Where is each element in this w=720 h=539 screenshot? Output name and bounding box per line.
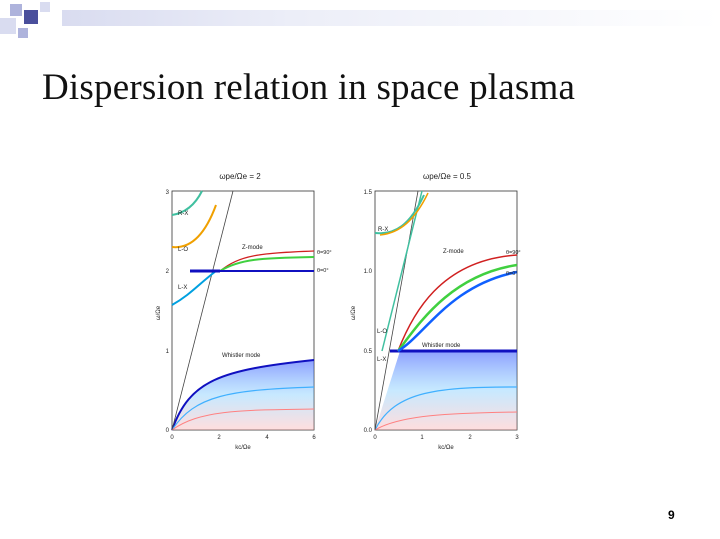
left-lx-curves [171, 270, 217, 306]
left-panel: ωpe/Ωe = 2 0 2 4 6 0 1 2 3 kc/Ωe [156, 172, 332, 451]
left-ylabel: ω/Ωe [156, 305, 162, 320]
right-ytick: 1.5 [364, 190, 373, 196]
left-xtick: 2 [217, 435, 221, 441]
left-whistler-curve-3 [171, 408, 315, 431]
right-xtick: 2 [468, 435, 472, 441]
left-angle-label: θ=0° [317, 268, 329, 274]
left-xticks: 0 2 4 6 [170, 435, 316, 441]
left-mode-label: Whistler mode [222, 353, 261, 359]
left-ytick: 3 [166, 190, 170, 196]
right-ytick: 0.0 [364, 428, 373, 434]
right-mode-label: L-X [377, 357, 386, 363]
left-xtick: 0 [170, 435, 174, 441]
left-whistler-fill [172, 360, 314, 430]
right-angle-label: θ=0° [506, 271, 518, 277]
left-yticks: 0 1 2 3 [166, 190, 170, 434]
left-light-line [171, 190, 234, 431]
left-whistler-curve [171, 359, 315, 431]
left-rx-curves [171, 190, 203, 216]
right-yticks: 0.0 0.5 1.0 1.5 [364, 190, 373, 434]
left-mode-label: L-O [178, 247, 188, 253]
right-angle-label: θ=90° [506, 250, 521, 256]
right-xticks: 0 1 2 3 [373, 435, 519, 441]
right-lo-line [381, 190, 423, 352]
right-mode-label: Z-mode [443, 249, 464, 255]
right-mode-label: R-X [378, 227, 388, 233]
right-xtick: 0 [373, 435, 377, 441]
left-angle-label: θ=90° [317, 250, 332, 256]
right-whistler-curve-3 [374, 411, 518, 431]
left-ytick: 2 [166, 269, 170, 275]
right-xlabel: kc/Ωe [438, 445, 454, 451]
right-ytick: 0.5 [364, 349, 373, 355]
right-rx-curve [374, 194, 425, 235]
right-mode-label: L-O [377, 329, 387, 335]
header-band [62, 10, 720, 26]
left-ytick: 0 [166, 428, 170, 434]
left-lo-curves [171, 204, 217, 249]
right-panel-title: ωpe/Ωe = 0.5 [423, 172, 472, 181]
right-light-line [374, 190, 419, 431]
left-xlabel: kc/Ωe [235, 445, 251, 451]
right-ylabel: ω/Ωe [351, 305, 357, 320]
slide-title: Dispersion relation in space plasma [42, 67, 576, 108]
right-xtick: 1 [420, 435, 424, 441]
left-mode-label: Z-mode [242, 245, 263, 251]
left-whistler-curve-2 [171, 386, 315, 431]
dispersion-figure: ωpe/Ωe = 2 0 2 4 6 0 1 2 3 kc/Ωe [156, 172, 521, 451]
right-whistler-fill [375, 351, 517, 430]
left-xtick: 4 [265, 435, 269, 441]
right-whistler-curve-2 [374, 386, 518, 431]
right-panel: ωpe/Ωe = 0.5 0 1 2 3 0.0 0.5 1.0 1.5 k [351, 172, 521, 451]
left-ytick: 1 [166, 349, 170, 355]
left-mode-label: L-X [178, 285, 187, 291]
left-zmode-top [219, 250, 315, 272]
corner-decoration [0, 2, 50, 38]
left-xtick: 6 [312, 435, 316, 441]
left-panel-title: ωpe/Ωe = 2 [219, 172, 261, 181]
right-ytick: 1.0 [364, 269, 373, 275]
left-zmode-mid [219, 256, 315, 272]
right-zmode-mid [397, 263, 518, 352]
right-mode-label: Whistler mode [422, 343, 461, 349]
right-xtick: 3 [515, 435, 519, 441]
right-zmode-bottom [397, 270, 518, 353]
right-rx-curve-2 [379, 192, 429, 236]
page-number: 9 [668, 508, 675, 522]
left-mode-label: R-X [178, 211, 188, 217]
right-zmode-top [397, 254, 518, 352]
